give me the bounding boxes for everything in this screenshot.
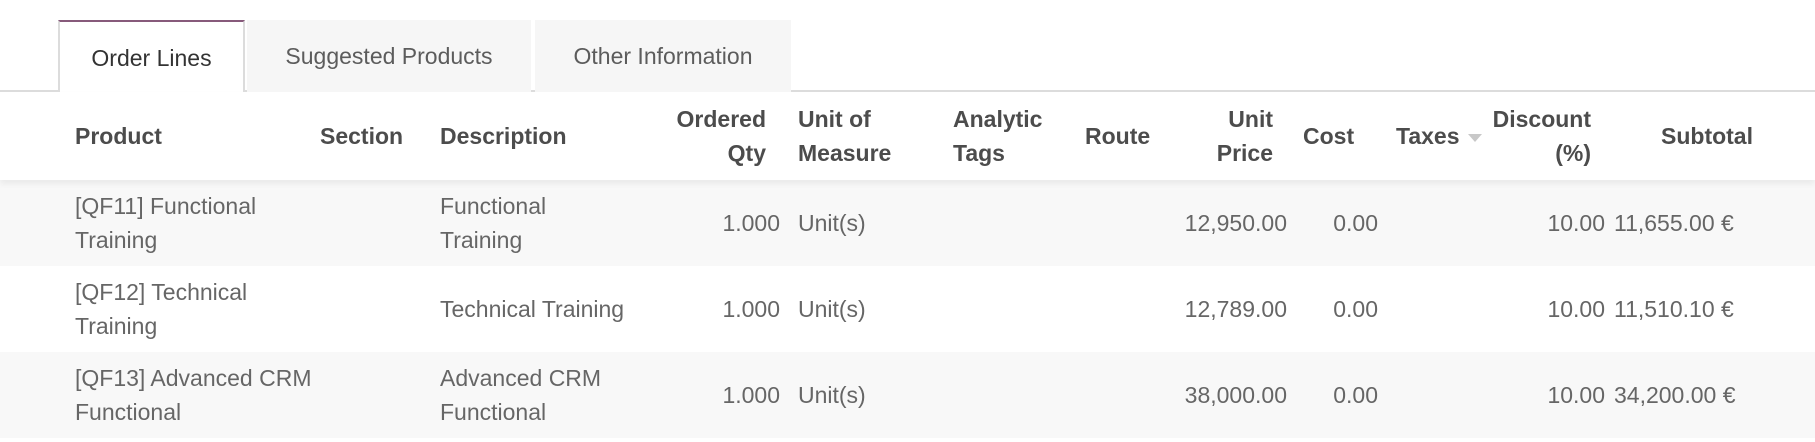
cell-description[interactable]: Technical Training (440, 296, 625, 322)
cell-unit-price[interactable]: 12,789.00 (1184, 296, 1287, 322)
col-unit-price[interactable]: Unit Price (1155, 102, 1287, 170)
table-header: Product Section Description Ordered Qty U… (0, 92, 1815, 180)
table-row[interactable]: [QF13] Advanced CRM Functional Advanced … (0, 352, 1815, 438)
col-product[interactable]: Product (75, 123, 162, 149)
cell-qty[interactable]: 1.000 (722, 296, 780, 322)
col-taxes[interactable]: Taxes (1387, 119, 1483, 153)
table-row[interactable]: [QF11] Functional Training Functional Tr… (0, 180, 1815, 266)
col-description[interactable]: Description (440, 123, 567, 149)
cell-product[interactable]: [QF13] Advanced CRM Functional (75, 365, 312, 425)
cell-uom[interactable]: Unit(s) (798, 296, 866, 322)
tab-other-information[interactable]: Other Information (535, 20, 791, 92)
cell-unit-price[interactable]: 38,000.00 (1184, 382, 1287, 408)
notebook-tabs: Order Lines Suggested Products Other Inf… (0, 0, 1815, 94)
col-uom[interactable]: Unit of Measure (780, 102, 935, 170)
cell-description[interactable]: Advanced CRM Functional (440, 365, 602, 425)
cell-uom[interactable]: Unit(s) (798, 382, 866, 408)
cell-subtotal: 11,655.00 € (1614, 210, 1734, 236)
col-uom-line1: Unit of (798, 106, 871, 132)
cell-product[interactable]: [QF11] Functional Training (75, 193, 257, 253)
col-analytic-line2: Tags (953, 140, 1005, 166)
cell-product[interactable]: [QF12] Technical Training (75, 279, 248, 339)
cell-uom[interactable]: Unit(s) (798, 210, 866, 236)
cell-unit-price[interactable]: 12,950.00 (1184, 210, 1287, 236)
col-discount-line1: Discount (1492, 106, 1591, 132)
col-discount[interactable]: Discount (%) (1483, 102, 1605, 170)
col-unit-price-line1: Unit (1228, 106, 1273, 132)
col-route[interactable]: Route (1085, 123, 1151, 149)
col-ordered-qty-line1: Ordered (676, 106, 766, 132)
cell-discount[interactable]: 10.00 (1547, 382, 1605, 408)
cell-discount[interactable]: 10.00 (1547, 210, 1605, 236)
table-row[interactable]: [QF12] Technical Training Technical Trai… (0, 266, 1815, 352)
tab-order-lines[interactable]: Order Lines (58, 20, 245, 94)
caret-down-icon (1467, 133, 1482, 142)
col-discount-line2: (%) (1555, 140, 1591, 166)
col-uom-line2: Measure (798, 140, 892, 166)
cell-cost[interactable]: 0.00 (1333, 382, 1378, 408)
col-ordered-qty[interactable]: Ordered Qty (650, 102, 780, 170)
cell-discount[interactable]: 10.00 (1547, 296, 1605, 322)
cell-cost[interactable]: 0.00 (1333, 296, 1378, 322)
cell-qty[interactable]: 1.000 (722, 210, 780, 236)
col-ordered-qty-line2: Qty (727, 140, 766, 166)
cell-cost[interactable]: 0.00 (1333, 210, 1378, 236)
col-analytic-line1: Analytic (953, 106, 1043, 132)
tab-suggested-products[interactable]: Suggested Products (247, 20, 531, 92)
col-unit-price-line2: Price (1216, 140, 1273, 166)
col-subtotal[interactable]: Subtotal (1661, 123, 1753, 149)
cell-description[interactable]: Functional Training (440, 193, 547, 253)
col-taxes-label: Taxes (1396, 123, 1460, 149)
cell-subtotal: 11,510.10 € (1614, 296, 1734, 322)
cell-qty[interactable]: 1.000 (722, 382, 780, 408)
col-analytic-tags[interactable]: Analytic Tags (935, 102, 1075, 170)
col-section[interactable]: Section (320, 123, 404, 149)
cell-subtotal: 34,200.00 € (1614, 382, 1736, 408)
col-cost[interactable]: Cost (1303, 123, 1355, 149)
